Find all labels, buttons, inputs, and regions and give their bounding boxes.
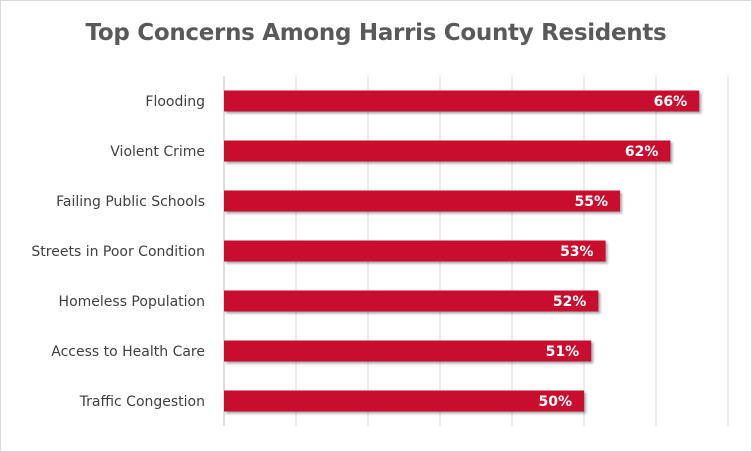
category-label: Access to Health Care — [51, 344, 205, 360]
value-label: 66% — [654, 94, 688, 110]
value-label: 62% — [625, 144, 659, 160]
labels: Flooding 66% Violent Crime 62% Failing Publi… — [31, 94, 687, 410]
category-label: Homeless Population — [59, 294, 205, 310]
category-label: Traffic Congestion — [79, 394, 205, 410]
category-label: Flooding — [145, 94, 205, 110]
chart-title: Top Concerns Among Harris County Residen… — [85, 20, 667, 46]
value-label: 53% — [560, 244, 594, 260]
category-label: Violent Crime — [110, 144, 205, 160]
bar-violent-crime — [224, 140, 671, 162]
value-label: 52% — [553, 294, 587, 310]
bar-failing-public-schools — [224, 190, 620, 212]
category-label: Failing Public Schools — [56, 194, 205, 210]
bars — [224, 90, 700, 412]
bar-flooding — [224, 90, 700, 112]
bar-streets-in-poor-condition — [224, 240, 606, 262]
value-label: 51% — [546, 344, 580, 360]
category-label: Streets in Poor Condition — [31, 244, 205, 260]
value-label: 55% — [574, 194, 608, 210]
bar-traffic-congestion — [224, 390, 584, 412]
bar-access-to-health-care — [224, 340, 592, 362]
value-label: 50% — [538, 394, 572, 410]
bar-homeless-population — [224, 290, 599, 312]
